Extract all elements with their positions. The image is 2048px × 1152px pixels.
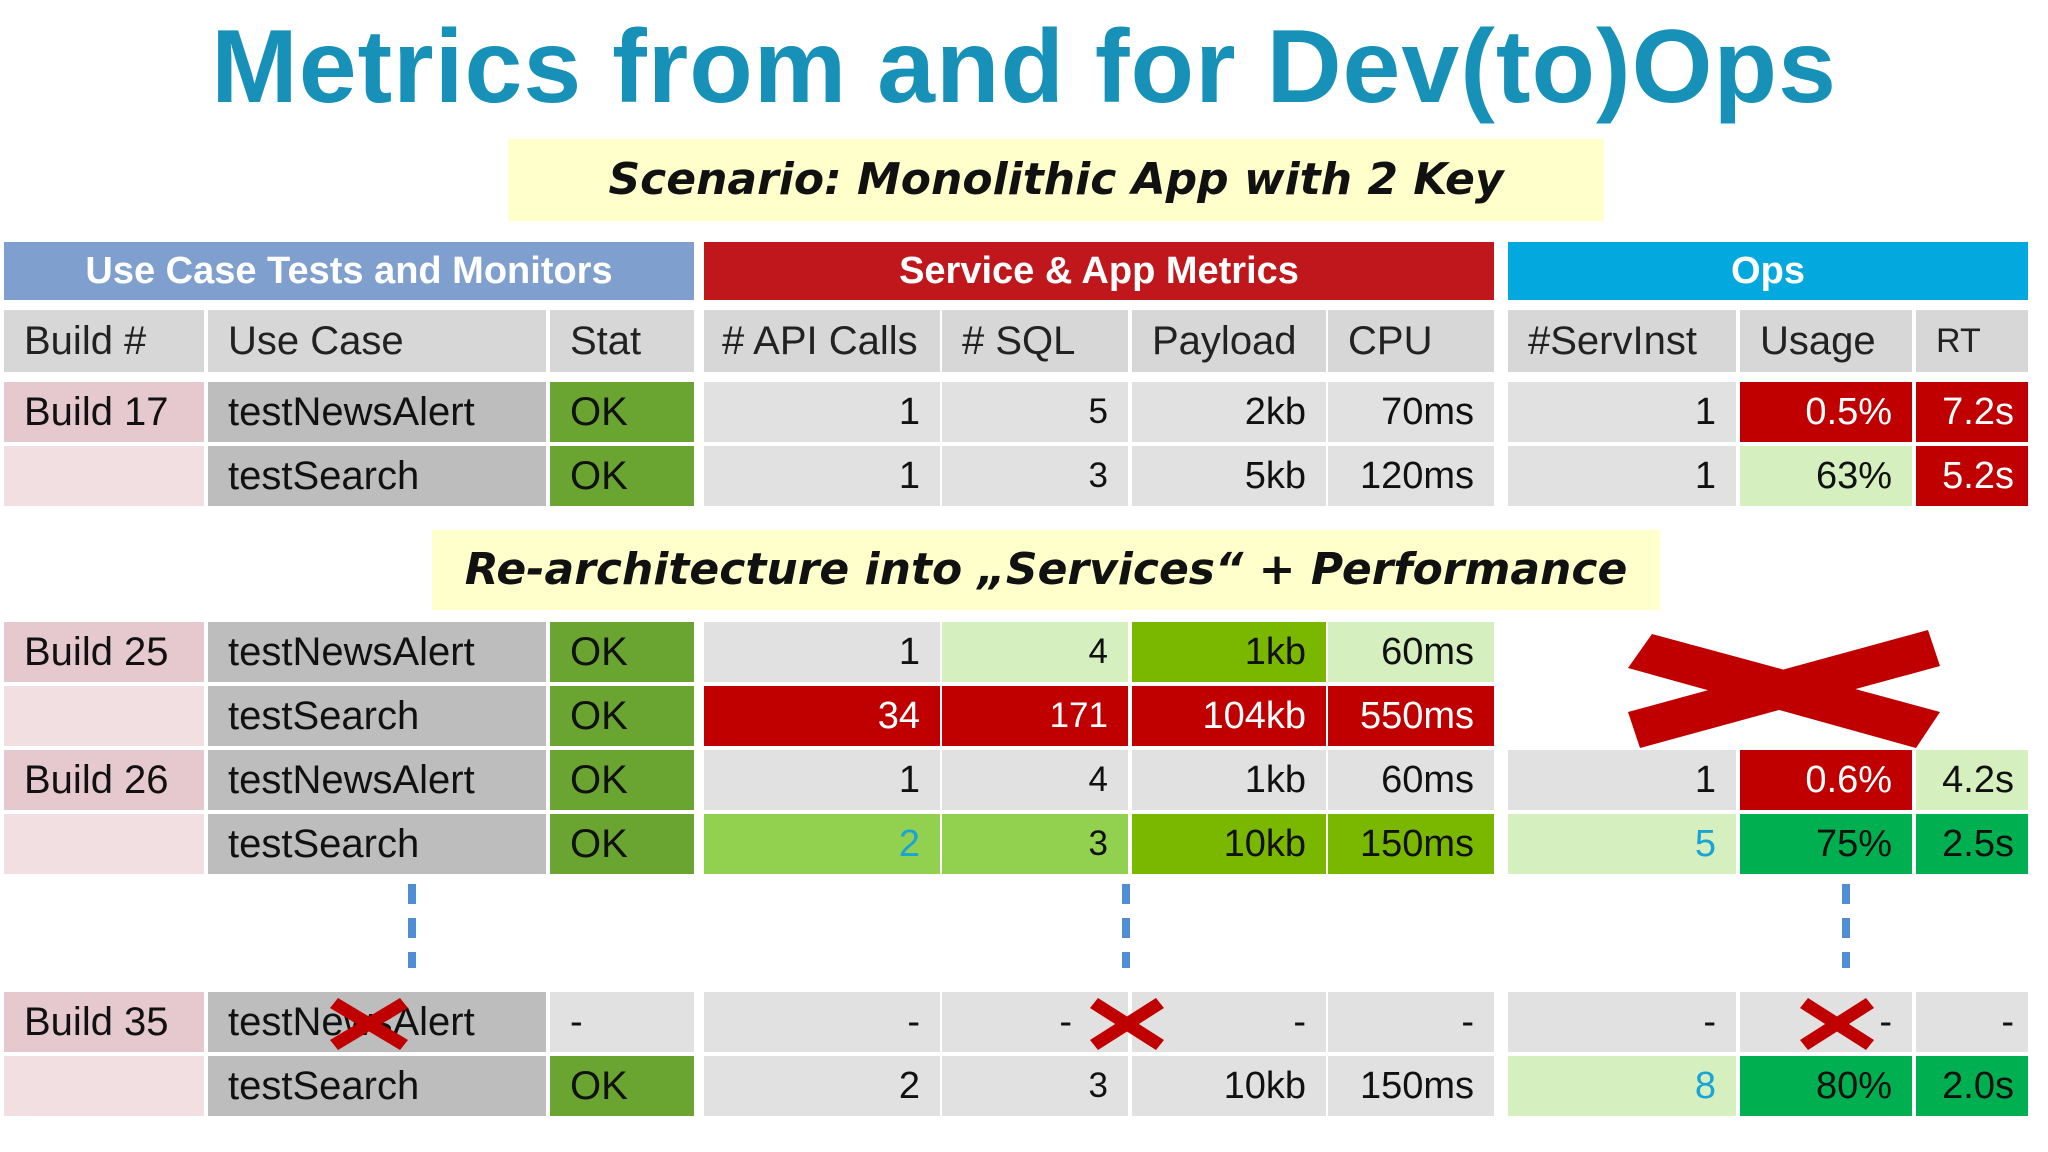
build-label: Build 26 [4, 750, 204, 810]
sql-value: 4 [942, 622, 1128, 682]
servinst-value: 5 [1508, 814, 1736, 874]
api-calls-value: 1 [704, 382, 940, 442]
use-case-name: testSearch [208, 814, 546, 874]
servinst-value: 1 [1508, 446, 1736, 506]
build-label [4, 814, 204, 874]
cpu-value: 60ms [1328, 622, 1494, 682]
api-calls-value: 1 [704, 446, 940, 506]
status-badge: OK [550, 1056, 694, 1116]
column-header-usage: Usage [1740, 310, 1912, 372]
api-calls-value: 1 [704, 750, 940, 810]
api-calls-value: 2 [704, 1056, 940, 1116]
payload-value: 2kb [1132, 382, 1326, 442]
column-header-build: Build # [4, 310, 204, 372]
continuation-dash [1842, 884, 1850, 968]
build-label [4, 686, 204, 746]
usage-value: 75% [1740, 814, 1912, 874]
status-badge: OK [550, 446, 694, 506]
use-case-name: testNewsAlert [208, 750, 546, 810]
status-badge: OK [550, 814, 694, 874]
servinst-value: 1 [1508, 382, 1736, 442]
rt-value: 5.2s [1916, 446, 2028, 506]
cpu-value: 550ms [1328, 686, 1494, 746]
payload-value: 1kb [1132, 622, 1326, 682]
rt-value: - [1916, 992, 2028, 1052]
usage-value: 0.6% [1740, 750, 1912, 810]
sql-value: 3 [942, 446, 1128, 506]
payload-value: 5kb [1132, 446, 1326, 506]
usage-value: 63% [1740, 446, 1912, 506]
column-header-sql: # SQL [942, 310, 1128, 372]
servinst-value: 8 [1508, 1056, 1736, 1116]
servinst-value: 1 [1508, 750, 1736, 810]
rt-value: 7.2s [1916, 382, 2028, 442]
use-case-name: testSearch [208, 1056, 546, 1116]
group-header-service-metrics: Service & App Metrics [704, 242, 1494, 300]
sql-value: 3 [942, 1056, 1128, 1116]
payload-value: 1kb [1132, 750, 1326, 810]
scenario-banner: Scenario: Monolithic App with 2 Key Feat… [508, 139, 1604, 287]
build-label [4, 1056, 204, 1116]
column-header-payload: Payload [1132, 310, 1326, 372]
sql-value: 5 [942, 382, 1128, 442]
cpu-value: 120ms [1328, 446, 1494, 506]
payload-value: 10kb [1132, 1056, 1326, 1116]
usage-value: 80% [1740, 1056, 1912, 1116]
build-label: Build 35 [4, 992, 204, 1052]
group-header-use-case: Use Case Tests and Monitors [4, 242, 694, 300]
column-header-cpu: CPU [1328, 310, 1494, 372]
rt-value: 2.0s [1916, 1056, 2028, 1116]
continuation-dash [1122, 884, 1130, 968]
use-case-name: testSearch [208, 446, 546, 506]
sql-value: 3 [942, 814, 1128, 874]
use-case-name: testSearch [208, 686, 546, 746]
use-case-name: testNewsAlert [208, 622, 546, 682]
status-badge: OK [550, 382, 694, 442]
build-label: Build 25 [4, 622, 204, 682]
cross-mark-icon [330, 998, 408, 1050]
big-cross-mark-icon [1628, 630, 1940, 748]
use-case-name: testNewsAlert [208, 382, 546, 442]
continuation-dash [408, 884, 416, 968]
page-title: Metrics from and for Dev(to)Ops [211, 9, 1837, 125]
api-calls-value: 1 [704, 622, 940, 682]
cross-mark-icon [1800, 998, 1874, 1050]
column-header-stat: Stat [550, 310, 694, 372]
sql-value: 171 [942, 686, 1128, 746]
cpu-value: 70ms [1328, 382, 1494, 442]
status-badge: OK [550, 750, 694, 810]
cpu-value: 150ms [1328, 814, 1494, 874]
column-header-rt: RT [1916, 310, 2028, 372]
api-calls-value: 2 [704, 814, 940, 874]
cpu-value: 150ms [1328, 1056, 1494, 1116]
status-value: - [550, 992, 694, 1052]
payload-value: - [1132, 992, 1326, 1052]
payload-value: 104kb [1132, 686, 1326, 746]
column-header-use-case: Use Case [208, 310, 546, 372]
build-label: Build 17 [4, 382, 204, 442]
usage-value: 0.5% [1740, 382, 1912, 442]
cpu-value: 60ms [1328, 750, 1494, 810]
cross-mark-icon [1090, 998, 1164, 1050]
status-badge: OK [550, 686, 694, 746]
rt-value: 2.5s [1916, 814, 2028, 874]
group-header-ops: Ops [1508, 242, 2028, 300]
payload-value: 10kb [1132, 814, 1326, 874]
servinst-value: - [1508, 992, 1736, 1052]
column-header-api-calls: # API Calls [704, 310, 940, 372]
cpu-value: - [1328, 992, 1494, 1052]
sql-value: 4 [942, 750, 1128, 810]
status-badge: OK [550, 622, 694, 682]
api-calls-value: - [704, 992, 940, 1052]
rt-value: 4.2s [1916, 750, 2028, 810]
build-label [4, 446, 204, 506]
rearchitecture-banner: Re-architecture into „Services“ + Perfor… [432, 530, 1660, 675]
api-calls-value: 34 [704, 686, 940, 746]
column-header-servinst: #ServInst [1508, 310, 1736, 372]
